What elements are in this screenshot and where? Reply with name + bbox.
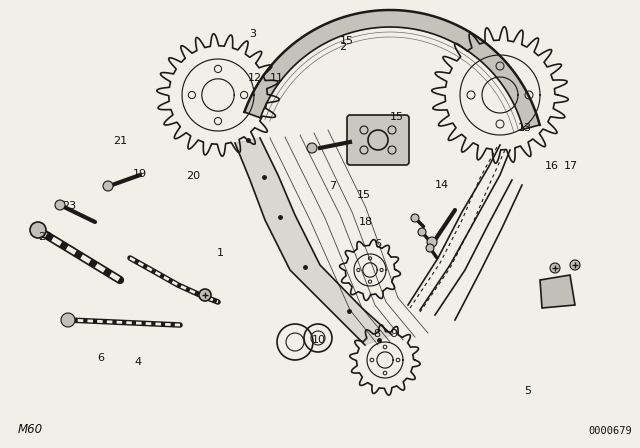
Text: 20: 20: [186, 171, 200, 181]
Circle shape: [570, 260, 580, 270]
Text: 0000679: 0000679: [588, 426, 632, 436]
Circle shape: [103, 181, 113, 191]
Text: 7: 7: [329, 181, 337, 191]
Text: 3: 3: [250, 29, 256, 39]
Text: 22: 22: [38, 233, 52, 242]
Circle shape: [411, 214, 419, 222]
Circle shape: [307, 143, 317, 153]
Text: 12: 12: [248, 73, 262, 83]
Text: 5: 5: [525, 386, 531, 396]
Text: 8: 8: [372, 329, 380, 339]
Text: 17: 17: [564, 161, 578, 171]
Circle shape: [427, 237, 437, 247]
Text: 23: 23: [62, 201, 76, 211]
Circle shape: [426, 244, 434, 252]
Text: 4: 4: [134, 357, 141, 367]
Polygon shape: [235, 138, 392, 345]
Text: 1: 1: [218, 248, 224, 258]
Circle shape: [418, 228, 426, 236]
Circle shape: [550, 263, 560, 273]
Text: 6: 6: [98, 353, 104, 363]
FancyBboxPatch shape: [347, 115, 409, 165]
Text: 2: 2: [339, 42, 346, 52]
Text: 16: 16: [545, 161, 559, 171]
Text: 21: 21: [113, 136, 127, 146]
Text: 15: 15: [340, 36, 354, 46]
Text: 13: 13: [518, 123, 532, 133]
Text: 15: 15: [390, 112, 404, 122]
Text: 6: 6: [374, 239, 381, 249]
Circle shape: [30, 222, 46, 238]
Text: 18: 18: [359, 217, 373, 227]
Text: 15: 15: [356, 190, 371, 200]
Text: 9: 9: [390, 329, 397, 339]
Text: 19: 19: [132, 169, 147, 179]
Text: 11: 11: [269, 73, 284, 83]
Polygon shape: [244, 10, 540, 129]
Text: M60: M60: [18, 423, 43, 436]
Text: 10: 10: [312, 336, 326, 345]
Circle shape: [55, 200, 65, 210]
Circle shape: [61, 313, 75, 327]
Text: 14: 14: [435, 180, 449, 190]
Polygon shape: [540, 275, 575, 308]
Circle shape: [199, 289, 211, 301]
